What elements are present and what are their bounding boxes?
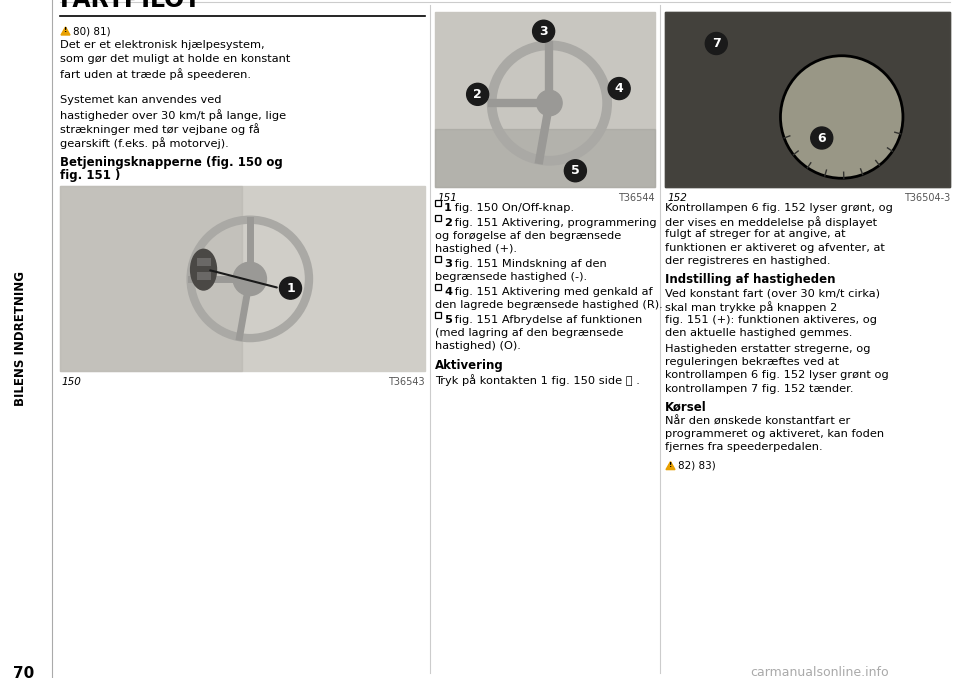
Text: BILENS INDRETNING: BILENS INDRETNING [14,271,28,407]
Bar [665,12,950,187]
Bar [60,186,242,372]
Text: Systemet kan anvendes ved: Systemet kan anvendes ved [60,95,222,105]
Text: 2: 2 [473,88,482,101]
Circle shape [780,56,903,178]
Circle shape [233,262,267,296]
Circle shape [564,160,587,182]
Circle shape [811,127,832,149]
Bar [665,12,950,187]
Text: 3: 3 [540,25,548,38]
Text: 152: 152 [667,193,686,203]
Text: kontrollampen 6 fig. 152 lyser grønt og: kontrollampen 6 fig. 152 lyser grønt og [665,370,889,380]
Text: Kontrollampen 6 fig. 152 lyser grønt, og: Kontrollampen 6 fig. 152 lyser grønt, og [665,203,893,213]
Text: programmeret og aktiveret, kan foden: programmeret og aktiveret, kan foden [665,429,884,439]
Text: fig. 150 On/Off-knap.: fig. 150 On/Off-knap. [451,203,574,213]
Polygon shape [61,27,70,35]
Text: Når den ønskede konstantfart er: Når den ønskede konstantfart er [665,416,851,426]
Text: T36504-3: T36504-3 [903,193,950,203]
Text: T36544: T36544 [618,193,655,203]
Text: kontrollampen 7 fig. 152 tænder.: kontrollampen 7 fig. 152 tænder. [665,384,853,394]
Text: fig. 151 Aktivering med genkald af: fig. 151 Aktivering med genkald af [451,287,653,297]
Text: hastighed) (O).: hastighed) (O). [435,341,521,351]
Text: strækninger med tør vejbane og få: strækninger med tør vejbane og få [60,123,260,135]
Text: 2: 2 [444,218,452,228]
Text: 151: 151 [437,193,457,203]
Text: Ved konstant fart (over 30 km/t cirka): Ved konstant fart (over 30 km/t cirka) [665,288,880,298]
Text: reguleringen bekræftes ved at: reguleringen bekræftes ved at [665,357,839,367]
Text: 4: 4 [444,287,452,297]
Text: gearskift (f.eks. på motorvej).: gearskift (f.eks. på motorvej). [60,136,228,148]
Text: 70: 70 [13,666,35,678]
Text: hastighed (+).: hastighed (+). [435,244,517,254]
Text: Det er et elektronisk hjælpesystem,: Det er et elektronisk hjælpesystem, [60,40,265,50]
Text: Betjeningsknapperne (fig. 150 og: Betjeningsknapperne (fig. 150 og [60,157,283,170]
Circle shape [608,77,630,100]
Text: 82) 83): 82) 83) [678,460,716,471]
Circle shape [467,83,489,105]
Text: fig. 151 Afbrydelse af funktionen: fig. 151 Afbrydelse af funktionen [451,315,642,325]
Bar [435,283,441,290]
Text: FARTPILOT: FARTPILOT [60,0,202,12]
Bar [435,256,441,262]
Text: som gør det muligt at holde en konstant: som gør det muligt at holde en konstant [60,54,290,64]
Bar [0,0,52,678]
Text: begrænsede hastighed (-).: begrænsede hastighed (-). [435,272,588,282]
Bar [435,215,441,221]
Text: fart uden at træde på speederen.: fart uden at træde på speederen. [60,68,251,79]
Text: fig. 151 Mindskning af den: fig. 151 Mindskning af den [451,259,607,268]
Text: 6: 6 [817,132,826,144]
Circle shape [706,33,728,54]
Text: Tryk på kontakten 1 fig. 150 side Ⓢ .: Tryk på kontakten 1 fig. 150 side Ⓢ . [435,374,640,386]
Text: Hastigheden erstatter stregerne, og: Hastigheden erstatter stregerne, og [665,344,871,354]
Bar [435,200,441,206]
Text: carmanualsonline.info: carmanualsonline.info [751,666,889,678]
Text: 5: 5 [444,315,452,325]
Text: fulgt af streger for at angive, at: fulgt af streger for at angive, at [665,229,846,239]
Text: !: ! [669,462,672,468]
Text: T36543: T36543 [389,378,425,387]
Text: skal man trykke på knappen 2: skal man trykke på knappen 2 [665,302,837,313]
Text: fig. 151 Aktivering, programmering: fig. 151 Aktivering, programmering [451,218,657,228]
Text: fjernes fra speederpedalen.: fjernes fra speederpedalen. [665,443,823,452]
Text: der registreres en hastighed.: der registreres en hastighed. [665,256,830,266]
Text: 4: 4 [614,82,624,95]
Text: den aktuelle hastighed gemmes.: den aktuelle hastighed gemmes. [665,327,852,338]
Text: den lagrede begrænsede hastighed (R).: den lagrede begrænsede hastighed (R). [435,300,662,310]
Text: 150: 150 [62,378,82,387]
Text: og forøgelse af den begrænsede: og forøgelse af den begrænsede [435,231,621,241]
Text: fig. 151 ): fig. 151 ) [60,170,120,182]
Text: der vises en meddelelse på displayet: der vises en meddelelse på displayet [665,216,877,228]
Circle shape [279,277,301,299]
Bar [60,186,425,372]
Text: 7: 7 [712,37,721,50]
Circle shape [537,90,563,116]
Polygon shape [666,462,675,470]
Bar [197,258,210,266]
Bar [435,312,441,317]
Text: fig. 151 (+): funktionen aktiveres, og: fig. 151 (+): funktionen aktiveres, og [665,315,877,325]
Circle shape [533,20,555,42]
Text: Aktivering: Aktivering [435,359,504,372]
Text: 5: 5 [571,164,580,177]
Text: 1: 1 [444,203,452,213]
Text: 3: 3 [444,259,452,268]
Text: Indstilling af hastigheden: Indstilling af hastigheden [665,273,835,286]
Text: (med lagring af den begrænsede: (med lagring af den begrænsede [435,327,623,338]
Text: funktionen er aktiveret og afventer, at: funktionen er aktiveret og afventer, at [665,243,885,253]
Text: 80) 81): 80) 81) [73,26,110,36]
Bar [197,272,210,279]
Text: Kørsel: Kørsel [665,401,707,414]
Text: 1: 1 [286,281,295,295]
Text: hastigheder over 30 km/t på lange, lige: hastigheder over 30 km/t på lange, lige [60,109,286,121]
Bar [435,12,655,187]
Text: !: ! [64,27,67,33]
Ellipse shape [191,250,217,290]
Bar [435,129,655,187]
